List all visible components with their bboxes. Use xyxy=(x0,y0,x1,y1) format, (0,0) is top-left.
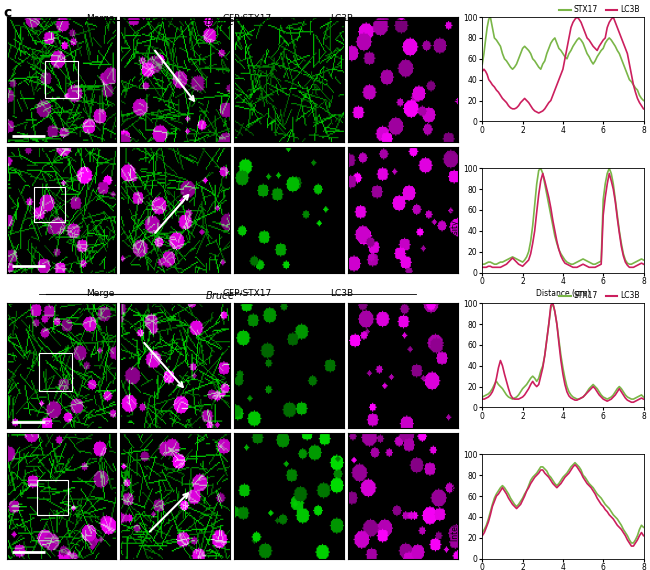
Text: Merge: Merge xyxy=(86,289,115,298)
Bar xyxy=(34,188,64,222)
Y-axis label: Intensity (% max): Intensity (% max) xyxy=(451,35,460,103)
Text: LC3B: LC3B xyxy=(330,14,353,23)
Text: GFP-STX17: GFP-STX17 xyxy=(222,14,272,23)
X-axis label: Distance (μm): Distance (μm) xyxy=(536,289,590,298)
Bar xyxy=(45,61,78,99)
Y-axis label: Intensity (% max): Intensity (% max) xyxy=(451,473,460,540)
Y-axis label: Intensity (% max): Intensity (% max) xyxy=(451,321,460,389)
Legend: STX17, LC3B: STX17, LC3B xyxy=(556,2,643,17)
Bar xyxy=(37,480,68,515)
Text: Merge: Merge xyxy=(86,14,115,23)
Text: GFP-STX17: GFP-STX17 xyxy=(222,289,272,298)
Text: $Bruce^{+/+}$: $Bruce^{+/+}$ xyxy=(205,14,250,28)
Text: LC3B: LC3B xyxy=(330,289,353,298)
Text: c: c xyxy=(3,6,12,20)
Legend: STX17, LC3B: STX17, LC3B xyxy=(556,288,643,303)
Bar xyxy=(40,353,72,391)
Text: $Bruce^{-/-}$: $Bruce^{-/-}$ xyxy=(205,288,250,302)
Y-axis label: Intensity (% max): Intensity (% max) xyxy=(451,186,460,254)
